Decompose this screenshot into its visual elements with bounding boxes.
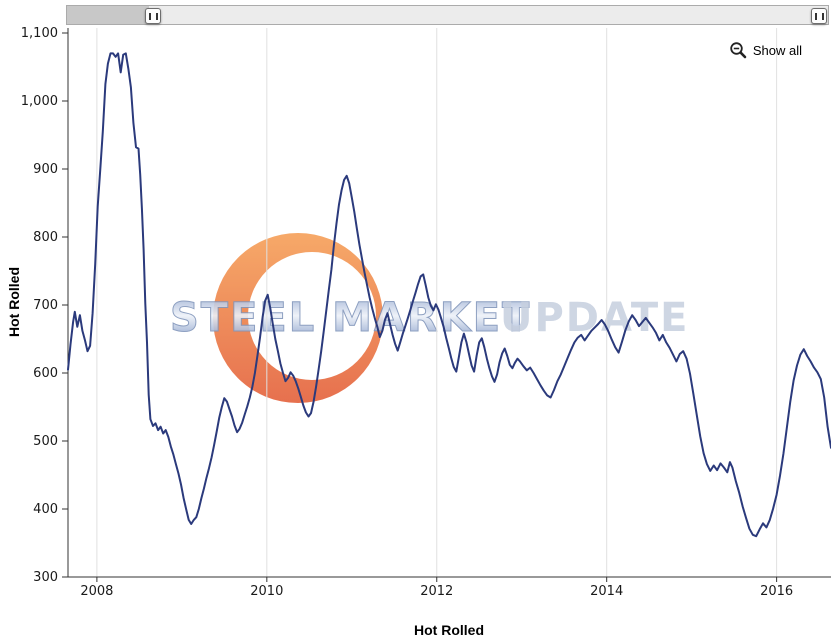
y-axis-tick-label: 900 [33, 162, 58, 177]
y-axis-tick-label: 800 [33, 230, 58, 245]
show-all-button[interactable]: Show all [729, 41, 802, 59]
y-axis-tick-label: 500 [33, 434, 58, 449]
axis-line [67, 28, 831, 578]
range-scrollbar-track[interactable] [66, 5, 829, 25]
x-axis-tick-label: 2012 [420, 584, 453, 599]
show-all-label: Show all [752, 42, 802, 58]
x-axis-tick-label: 2010 [250, 584, 283, 599]
y-axis-tick-label: 600 [33, 366, 58, 381]
y-axis-tick-label: 1,000 [21, 94, 58, 109]
scrollbar-left-grip[interactable] [145, 8, 161, 24]
x-axis-tick-label: 2016 [760, 584, 793, 599]
price-line-series [67, 52, 831, 538]
y-axis-tick-label: 300 [33, 570, 58, 585]
scrollbar-right-grip[interactable] [811, 8, 827, 24]
scrollbar-unselected-region [67, 6, 149, 24]
y-axis-tick-label: 400 [33, 502, 58, 517]
y-axis-tick-label: 700 [33, 298, 58, 313]
x-axis-tick-label: 2014 [590, 584, 623, 599]
zoom-out-icon [730, 42, 747, 59]
grip-handle-icon [814, 12, 824, 20]
x-axis-tick-label: 2008 [80, 584, 113, 599]
y-axis-title: Hot Rolled [6, 267, 22, 337]
grip-handle-icon [148, 12, 158, 20]
x-axis-title: Hot Rolled [414, 622, 484, 638]
y-axis-tick-label: 1,100 [21, 26, 58, 41]
